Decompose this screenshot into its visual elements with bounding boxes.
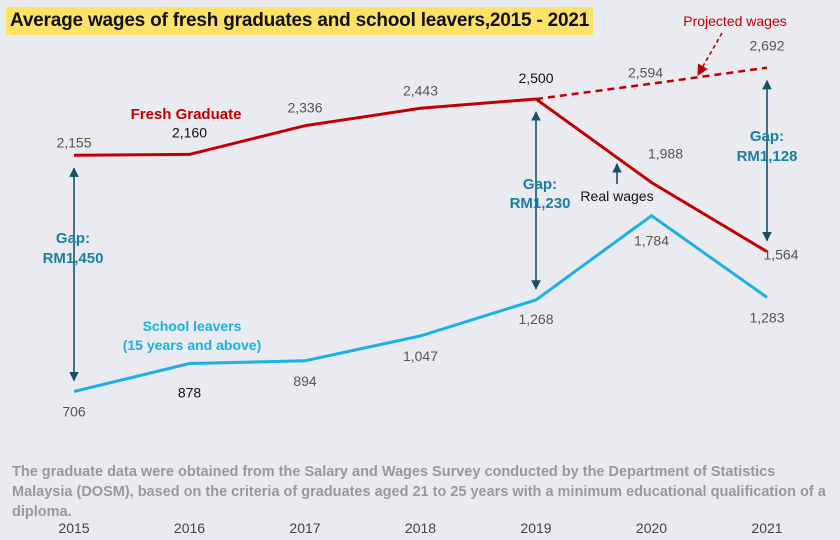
value-label-school-leavers-2020: 1,784 <box>634 233 669 249</box>
value-label-school-leavers-2016: 878 <box>178 384 202 400</box>
x-tick-2017: 2017 <box>289 520 320 536</box>
value-label-fresh-graduate-2018: 2,443 <box>403 82 438 98</box>
x-tick-2015: 2015 <box>58 520 89 536</box>
value-labels: 2,155 2,160 2,336 2,443 2,500 1,988 1,564 2,594… <box>56 38 798 420</box>
gap-label-2019-line1: Gap: <box>523 176 557 193</box>
x-tick-2020: 2020 <box>636 520 667 536</box>
value-label-school-leavers-2021: 1,283 <box>749 309 784 325</box>
value-label-fresh-graduate-2017: 2,336 <box>287 100 322 116</box>
value-label-fresh-graduate-2015: 2,155 <box>56 134 91 150</box>
chart-title: Average wages of fresh graduates and sch… <box>6 7 594 35</box>
series-label-school-leavers-line2: (15 years and above) <box>123 337 262 353</box>
value-label-fresh-graduate-2021: 1,564 <box>763 247 798 263</box>
x-axis-ticks: 2015 2016 2017 2018 2019 2020 2021 <box>58 520 782 536</box>
series-line-projected-wages <box>535 66 768 101</box>
value-label-school-leavers-2015: 706 <box>62 404 86 420</box>
footnote: The graduate data were obtained from the… <box>12 464 826 520</box>
value-label-fresh-graduate-2020: 1,988 <box>648 145 683 161</box>
value-label-school-leavers-2017: 894 <box>293 373 317 389</box>
x-tick-2016: 2016 <box>174 520 205 536</box>
gap-label-2021-line2: RM1,128 <box>737 148 798 165</box>
projected-wages-label: Projected wages <box>683 13 787 29</box>
real-wages-label: Real wages <box>580 188 653 204</box>
value-label-projected-wages-2021: 2,692 <box>749 38 784 54</box>
gap-label-2021-line1: Gap: <box>750 128 784 145</box>
gap-label-2015-line1: Gap: <box>56 230 90 247</box>
value-label-fresh-graduate-2016: 2,160 <box>172 124 207 140</box>
projected-wages-pointer <box>697 32 723 76</box>
value-label-school-leavers-2019: 1,268 <box>518 311 553 327</box>
series-line-school-leavers <box>73 213 768 393</box>
x-tick-2018: 2018 <box>405 520 436 536</box>
series-label-school-leavers-line1: School leavers <box>143 318 242 334</box>
series-line-fresh-graduate <box>73 97 768 253</box>
gap-label-2015-line2: RM1,450 <box>43 250 104 267</box>
value-label-projected-wages-2020: 2,594 <box>628 65 663 81</box>
x-tick-2019: 2019 <box>520 520 551 536</box>
series-label-fresh-graduate: Fresh Graduate <box>131 106 242 123</box>
value-label-fresh-graduate-2019: 2,500 <box>518 70 553 86</box>
value-label-school-leavers-2018: 1,047 <box>403 348 438 364</box>
gap-label-2019-line2: RM1,230 <box>510 195 571 212</box>
x-tick-2021: 2021 <box>751 520 782 536</box>
